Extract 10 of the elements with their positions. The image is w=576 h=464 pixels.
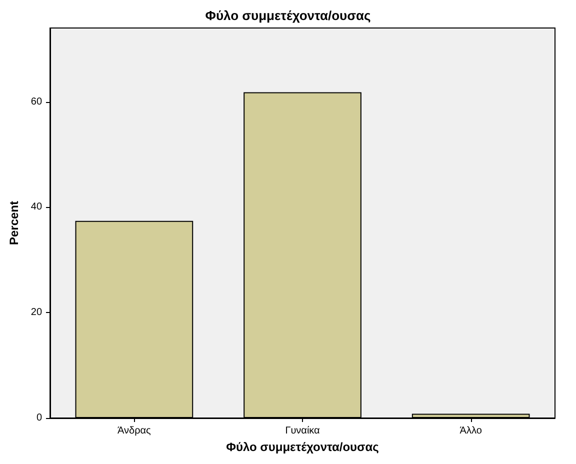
- y-tick-label: 60: [30, 96, 42, 108]
- x-tick-label: Άλλο: [460, 426, 482, 436]
- y-tick-label: 20: [30, 307, 42, 318]
- chart-title: Φύλο συμμετέχοντα/ουσας: [205, 8, 371, 23]
- x-tick-label: Γυναίκα: [285, 426, 320, 436]
- y-tick-label: 40: [30, 202, 42, 213]
- x-tick-label: Άνδρας: [118, 426, 152, 436]
- y-axis-title: Percent: [7, 200, 21, 246]
- y-tick-label: 0: [36, 412, 42, 424]
- x-axis-title: Φύλο συμμετέχοντα/ουσας: [226, 440, 379, 454]
